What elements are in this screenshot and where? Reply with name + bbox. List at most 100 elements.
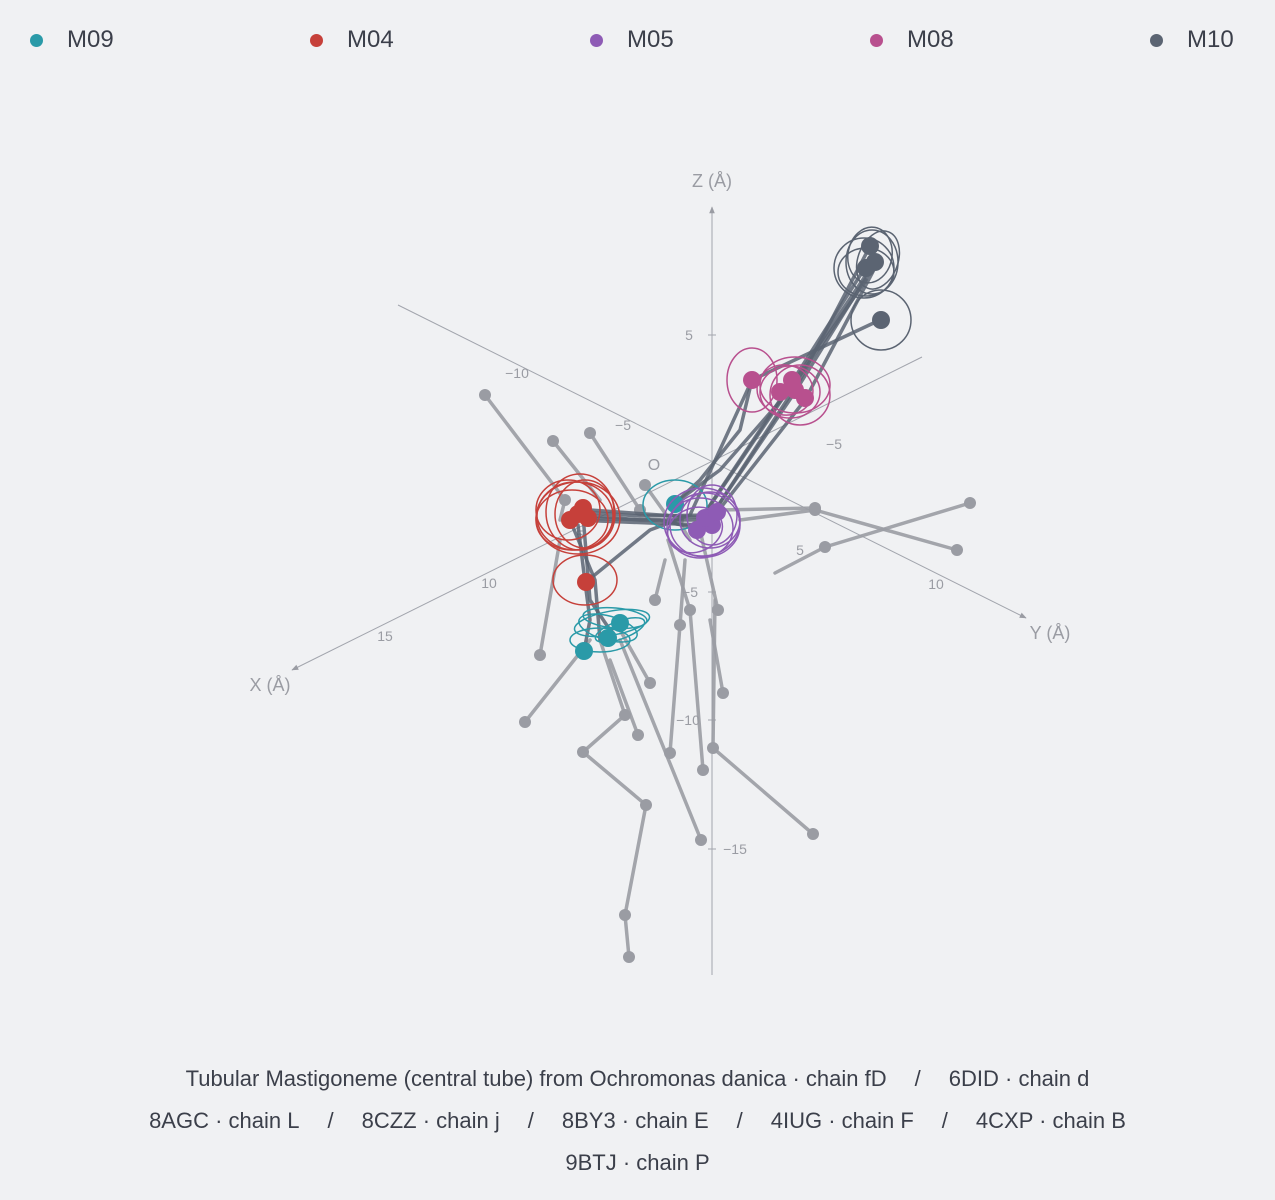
reference-trace: [708, 618, 729, 699]
reference-point: [807, 828, 819, 840]
backbone-line: [673, 378, 754, 505]
caption-line: 8AGC · chain L / 8CZZ · chain j / 8BY3 · cha…: [0, 1100, 1275, 1142]
origin-label: O: [648, 457, 660, 474]
uncertainty-ellipse: [847, 226, 893, 284]
legend-item-m08[interactable]: M08: [870, 18, 954, 62]
x-tick-label: 15: [377, 628, 393, 644]
legend-marker: [310, 33, 323, 47]
data-point: [579, 509, 597, 527]
reference-trace: [707, 598, 819, 840]
series-m10: [833, 226, 912, 351]
reference-trace: [534, 538, 562, 661]
legend-label: M05: [627, 26, 674, 53]
caption-line: 9BTJ · chain P: [0, 1142, 1275, 1184]
y-axis-label: Y (Å): [1030, 623, 1071, 643]
series-m05: [663, 484, 741, 559]
reference-point: [684, 604, 696, 616]
uncertainty-ellipse: [769, 364, 831, 426]
reference-trace: [738, 504, 963, 556]
caption-line: Tubular Mastigoneme (central tube) from …: [0, 1058, 1275, 1100]
legend-item-m10[interactable]: M10: [1150, 18, 1234, 62]
x-tick-label: 10: [481, 575, 497, 591]
caption-separator: /: [941, 1108, 948, 1133]
caption-structure: Tubular Mastigoneme (central tube) from …: [185, 1066, 887, 1091]
uncertainty-ellipse: [642, 479, 708, 531]
reference-point: [819, 541, 831, 553]
caption-structure: 9BTJ · chain P: [565, 1150, 710, 1175]
reference-point: [717, 687, 729, 699]
series-m09: [569, 479, 708, 660]
caption-structure: 6DID · chain d: [948, 1066, 1090, 1091]
series-layer: [535, 226, 912, 660]
uncertainty-ellipse: [552, 554, 618, 606]
reference-line: [538, 538, 562, 657]
data-point: [866, 253, 884, 271]
legend-marker: [30, 33, 43, 47]
legend-marker: [590, 33, 603, 47]
reference-point: [623, 951, 635, 963]
reference-point: [639, 479, 651, 491]
reference-point: [519, 716, 531, 728]
reference-point: [479, 389, 491, 401]
uncertainty-ellipse: [759, 356, 831, 414]
reference-trace: [479, 389, 571, 522]
reference-trace: [618, 638, 707, 846]
caption-separator: /: [914, 1066, 921, 1091]
reference-line: [711, 598, 815, 836]
caption-structure: 4IUG · chain F: [770, 1108, 914, 1133]
data-point: [708, 503, 726, 521]
reference-point: [707, 742, 719, 754]
caption-structure: 8AGC · chain L: [149, 1108, 300, 1133]
data-point: [611, 614, 629, 632]
uncertainty-ellipse: [569, 627, 631, 653]
caption-structure: 4CXP · chain B: [975, 1108, 1126, 1133]
reference-point: [649, 594, 661, 606]
reference-trace: [619, 803, 648, 963]
backbone-line: [584, 318, 882, 584]
legend-label: M10: [1187, 26, 1234, 53]
uncertainty-ellipse: [686, 484, 738, 546]
uncertainty-ellipse: [855, 230, 901, 290]
z-tick-label: −15: [723, 841, 747, 857]
data-point: [771, 383, 789, 401]
uncertainty-ellipse: [535, 479, 601, 541]
legend-marker: [1150, 33, 1163, 47]
reference-point: [674, 619, 686, 631]
reference-trace: [618, 628, 656, 689]
reference-point: [664, 747, 676, 759]
legend-label: M08: [907, 26, 954, 53]
reference-line: [623, 803, 648, 959]
uncertainty-ellipse: [726, 347, 778, 413]
x-tick-label: −10: [505, 365, 529, 381]
y-tick-label: 10: [928, 576, 944, 592]
legend-item-m04[interactable]: M04: [310, 18, 394, 62]
reference-trace: [666, 538, 709, 776]
legend-label: M04: [347, 26, 394, 53]
reference-point: [695, 834, 707, 846]
y-tick-label: −5: [826, 436, 842, 452]
reference-point: [951, 544, 963, 556]
data-point: [786, 381, 804, 399]
reference-point: [964, 497, 976, 509]
legend-item-m09[interactable]: M09: [30, 18, 114, 62]
legend-marker: [870, 33, 883, 47]
caption-separator: /: [527, 1108, 534, 1133]
reference-line: [608, 658, 640, 737]
reference-trace: [608, 658, 644, 741]
z-axis-label: Z (Å): [692, 171, 732, 191]
data-point: [743, 371, 761, 389]
reference-structures: [479, 389, 976, 963]
data-point: [575, 642, 593, 660]
uncertainty-ellipse: [850, 289, 912, 351]
reference-point: [619, 909, 631, 921]
legend-item-m05[interactable]: M05: [590, 18, 674, 62]
reference-trace: [649, 558, 667, 606]
caption-structure: 8CZZ · chain j: [361, 1108, 500, 1133]
reference-point: [547, 435, 559, 447]
uncertainty-ellipse: [845, 229, 899, 295]
reference-trace: [773, 497, 976, 575]
reference-trace: [581, 750, 652, 811]
data-point: [872, 311, 890, 329]
data-point: [666, 495, 684, 513]
